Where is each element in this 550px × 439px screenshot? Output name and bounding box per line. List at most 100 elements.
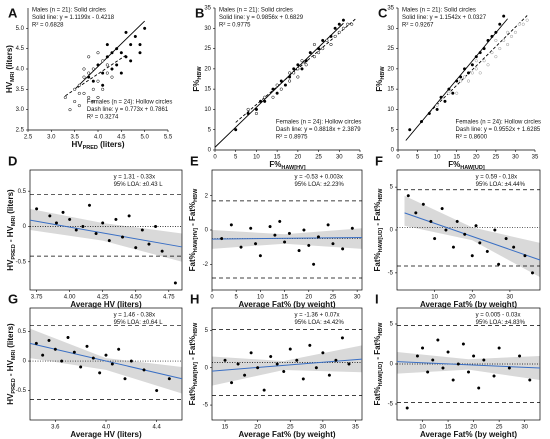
data-point: [486, 38, 490, 43]
data-point: [341, 18, 345, 22]
label-part: F%: [448, 160, 460, 169]
subscript: HAW[UD]: [460, 165, 485, 171]
annotation: R² = 0.6828: [32, 23, 64, 29]
data-point: [72, 350, 76, 354]
data-point: [115, 63, 119, 67]
data-point: [441, 366, 445, 370]
annotation: Solid line: y = 1.1199x - 0.4218: [32, 15, 115, 21]
annotation: 95% LOA: ±4.42%: [295, 320, 345, 326]
data-point: [478, 51, 482, 55]
label-part: Average Fat% (by weight): [238, 300, 335, 309]
subscript: HBW: [378, 188, 384, 202]
panel-letter: F: [375, 153, 383, 168]
data-point: [87, 55, 91, 59]
data-point: [81, 224, 85, 229]
x-tick-label: 15: [445, 425, 452, 431]
subscript: HBW: [197, 66, 203, 80]
data-point: [73, 87, 77, 91]
fit-line: [235, 18, 357, 123]
data-point: [466, 79, 471, 83]
data-point: [87, 203, 92, 207]
data-point: [271, 87, 275, 91]
data-point: [337, 30, 341, 34]
data-point: [117, 347, 121, 351]
data-point: [300, 59, 304, 63]
data-point: [474, 59, 478, 63]
y-tick-label: 5: [390, 185, 394, 191]
data-point: [48, 214, 52, 218]
data-point: [308, 343, 312, 347]
data-point: [446, 350, 450, 354]
data-point: [333, 34, 337, 38]
data-point: [304, 63, 308, 67]
x-tick-label: 4.25: [97, 295, 109, 301]
data-point: [429, 219, 433, 223]
x-tick-label: 3.6: [51, 425, 60, 431]
label-part: (liters): [6, 323, 15, 350]
data-point: [474, 67, 478, 71]
data-point: [308, 51, 312, 55]
x-tick-label: 10: [431, 295, 438, 301]
y-tick-label: 0: [208, 148, 212, 154]
label-part: HV: [6, 259, 15, 271]
y-tick-label: 25: [204, 46, 211, 52]
data-point: [466, 370, 471, 374]
data-point: [316, 235, 321, 239]
data-point: [502, 14, 506, 18]
data-point: [94, 231, 98, 236]
x-tick-label: 5.0: [140, 135, 149, 141]
confidence-band: [30, 208, 182, 262]
data-point: [462, 67, 467, 71]
data-point: [494, 30, 498, 34]
data-point: [138, 43, 142, 47]
data-point: [129, 43, 133, 47]
data-point: [246, 111, 250, 116]
y-tick-label: 4.5: [16, 46, 25, 52]
data-point: [223, 358, 227, 362]
y-tick-label: 0: [23, 359, 27, 365]
annotation: Males (n = 21): Solid circles: [32, 8, 106, 14]
data-point: [329, 42, 333, 47]
x-tick-label: 4.0: [102, 425, 111, 431]
data-point: [271, 95, 275, 99]
data-point: [498, 47, 502, 51]
label-part: Average Fat% (by weight): [420, 300, 517, 309]
x-tick-label: 35: [532, 155, 539, 161]
y-tick-label: 5: [390, 322, 394, 328]
data-point: [110, 67, 114, 71]
data-point: [283, 83, 287, 87]
data-point: [490, 51, 494, 55]
subscript: HAW[UD]: [378, 362, 384, 387]
y-tick-label: 25: [387, 46, 394, 52]
axis-label: Average Fat% (by weight): [238, 430, 335, 439]
data-point: [478, 71, 482, 75]
subscript: PRED: [83, 145, 98, 151]
y-tick-label: 10: [387, 107, 394, 113]
x-tick-label: 2.5: [24, 135, 33, 141]
data-point: [243, 373, 247, 377]
data-point: [317, 51, 321, 55]
y-tick-label: 5: [208, 127, 212, 133]
data-point: [470, 63, 474, 67]
data-point: [334, 358, 338, 362]
data-point: [341, 26, 345, 30]
axis-label: Average HV (liters): [70, 300, 142, 309]
x-tick-label: 20: [469, 295, 476, 301]
data-point: [321, 38, 325, 43]
data-point: [173, 281, 177, 285]
data-point: [96, 95, 100, 100]
plot-frame: [211, 307, 363, 421]
x-tick-label: 0: [396, 155, 400, 161]
y-tick-label: 35: [387, 6, 394, 12]
data-point: [234, 128, 238, 132]
axis-label: F%HBW: [375, 66, 386, 92]
x-tick-label: 4.50: [130, 295, 142, 301]
data-point: [451, 91, 455, 95]
y-tick-label: 0: [23, 224, 27, 230]
data-point: [292, 71, 296, 75]
data-point: [77, 104, 81, 108]
data-point: [268, 225, 272, 229]
x-tick-label: 5.5: [164, 135, 173, 141]
data-point: [421, 202, 425, 206]
x-tick-label: 4.4: [152, 425, 161, 431]
